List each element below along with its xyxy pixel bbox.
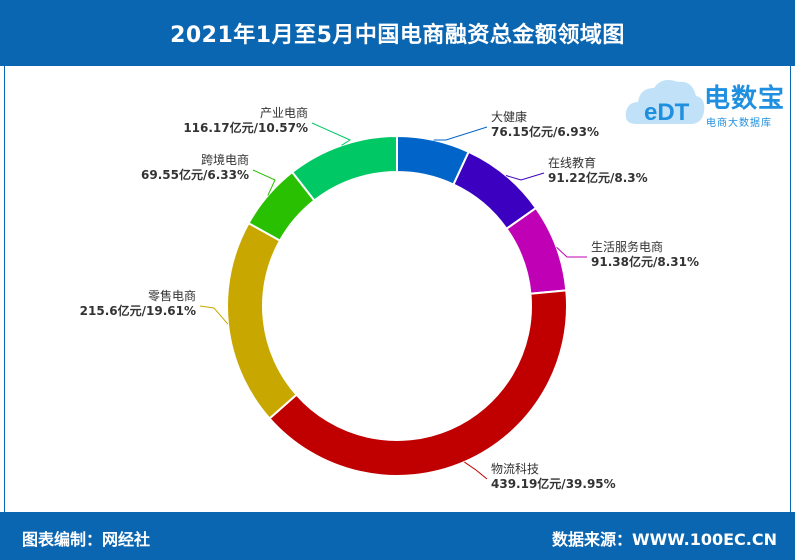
slice-value-label: 116.17亿元/10.57% — [183, 120, 308, 135]
logo-subtitle: 电商大数据库 — [706, 118, 772, 129]
slice-value-label: 439.19亿元/39.95% — [491, 476, 616, 491]
logo-mark: eDT — [644, 99, 690, 126]
pie-slice — [290, 134, 398, 202]
pie-slice — [226, 221, 298, 420]
slice-value-label: 69.55亿元/6.33% — [141, 167, 249, 182]
slice-value-label: 91.22亿元/8.3% — [548, 170, 648, 185]
leader-line — [464, 461, 488, 480]
chart-title-bar: 2021年1月至5月中国电商融资总金额领域图 — [0, 0, 795, 66]
leader-line — [556, 246, 587, 258]
logo-name: 电数宝 — [704, 84, 786, 114]
slice-name-label: 产业电商 — [260, 105, 308, 120]
slice-value-label: 91.38亿元/8.31% — [591, 254, 699, 269]
cloud-logo-icon: eDT — [625, 80, 705, 126]
leader-line — [252, 169, 276, 196]
leader-line — [311, 122, 352, 146]
page-title: 2021年1月至5月中国电商融资总金额领域图 — [170, 23, 625, 48]
slice-name-label: 跨境电商 — [201, 152, 249, 167]
slice-value-label: 215.6亿元/19.61% — [80, 303, 196, 318]
leader-line — [505, 172, 545, 181]
chart-frame — [4, 66, 791, 512]
footer-source: 数据来源：WWW.100EC.CN — [551, 530, 777, 549]
leader-line — [433, 126, 488, 141]
footer-credit: 图表编制：网经社 — [22, 530, 151, 549]
pie-slice — [268, 289, 568, 477]
footer-bar: 图表编制：网经社 数据来源：WWW.100EC.CN — [0, 512, 795, 560]
slice-name-label: 大健康 — [491, 109, 527, 124]
slice-name-label: 物流科技 — [491, 462, 539, 476]
slice-name-label: 在线教育 — [548, 155, 596, 170]
leader-line — [199, 305, 229, 325]
slice-name-label: 生活服务电商 — [591, 239, 663, 254]
slice-name-label: 零售电商 — [148, 288, 196, 303]
slice-value-label: 76.15亿元/6.93% — [491, 124, 599, 139]
